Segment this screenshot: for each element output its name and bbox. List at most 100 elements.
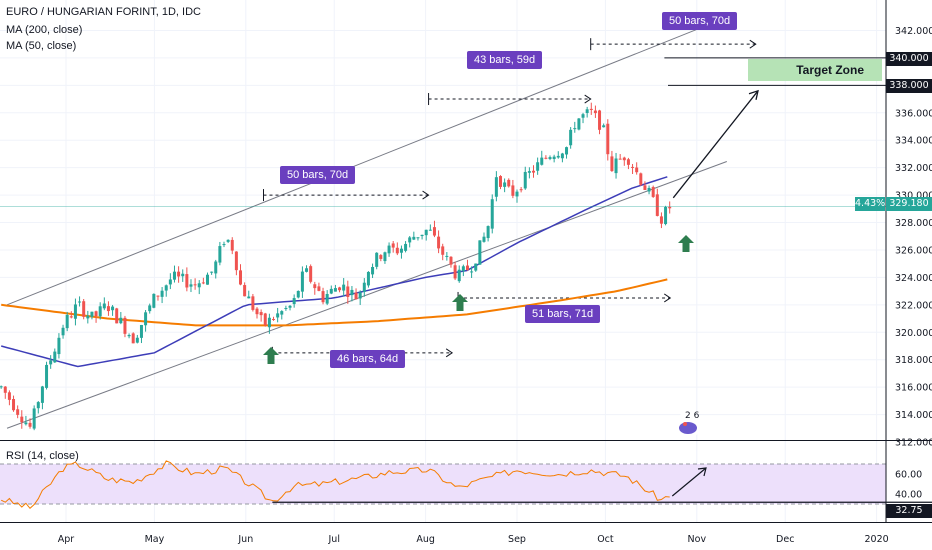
candle-body [408,237,412,243]
candle-body [610,156,614,172]
candle-body [659,216,663,224]
target-zone-label: Target Zone [796,63,864,77]
grid [0,0,886,522]
candle-body [346,286,350,297]
candle-body [61,327,65,336]
candle-body [309,266,313,282]
candle-body [655,194,659,216]
candle-body [98,306,102,317]
candle-body [589,108,593,110]
candle-body [643,185,647,190]
candle-body [243,285,247,297]
candle-body [399,248,403,253]
price-channel [6,16,727,429]
target-bottom-price-label: 338.000 [886,79,932,93]
candle-body [416,237,420,239]
candle-body [82,301,86,317]
up-arrow-icon [452,294,468,311]
candle-body [507,179,511,187]
candle-body [296,290,300,298]
candle-body [20,416,24,423]
candle-body [325,293,329,304]
target-zone[interactable]: Target Zone [748,59,882,81]
ma200-legend: MA (200, close) [6,24,83,36]
candle-body [73,304,77,319]
candle-body [214,261,218,274]
symbol-title: EURO / HUNGARIAN FORINT, 1D, IDC [6,6,201,18]
candle-body [560,153,564,159]
candle-body [119,317,123,324]
candle-body [598,110,602,130]
measure-label-4[interactable]: 46 bars, 64d [330,350,406,368]
time-tick-label: Sep [508,534,526,545]
candle-body [437,236,441,249]
candle-body [494,177,498,197]
price-tick-label: 318.000 [895,355,932,366]
candle-body [152,293,156,308]
candle-body [593,110,597,114]
candle-body [556,155,560,158]
candle-body [284,308,288,310]
candle-body [139,324,143,338]
candle-body [148,305,152,312]
candle-body [375,252,379,267]
candle-body [57,337,61,355]
candle-body [532,170,536,173]
candle-body [218,246,222,263]
candle-body [639,173,643,185]
candle-body [32,408,36,429]
measure-label-3[interactable]: 50 bars, 70d [662,12,738,30]
candle-body [156,295,160,297]
measure-label-2[interactable]: 43 bars, 59d [467,51,543,69]
candle-body [172,271,176,280]
candle-body [577,118,581,130]
candle-body [647,187,651,192]
candle-body [523,171,527,189]
candle-body [160,290,164,297]
price-tick-label: 332.000 [895,163,932,174]
up-arrow-icon [678,235,694,252]
price-tick-label: 312.000 [895,438,932,449]
measure-label-5[interactable]: 51 bars, 71d [525,305,601,323]
candle-body [470,271,474,273]
rsi-line [0,460,670,510]
candle-body [24,422,28,425]
candle-body [329,288,333,294]
candle-body [305,268,309,272]
projection-arrowhead [748,89,759,100]
candle-body [391,243,395,248]
candle-body [498,176,502,187]
candle-body [280,311,284,315]
candle-body [424,229,428,236]
candle-body [428,229,432,231]
candle-body [36,402,40,409]
candle-body [276,313,280,318]
measure-label-1[interactable]: 50 bars, 70d [280,166,356,184]
candle-body [193,284,197,286]
candle-body [606,123,610,155]
candle-body [94,311,98,317]
candle-body [210,271,214,273]
projection-arrow [672,90,759,199]
candle-body [267,317,271,328]
candle-body [16,409,20,415]
current-change-label: 4.43% [855,197,886,211]
candle-body [259,312,263,316]
candle-body [65,314,69,329]
candle-body [205,274,209,285]
price-tick-label: 326.000 [895,245,932,256]
candle-body [486,226,490,239]
candle-body [432,227,436,236]
ma50-legend: MA (50, close) [6,40,77,52]
candle-body [181,273,185,277]
current-price-label: 329.180 [886,197,932,211]
candle-body [379,255,383,259]
candle-body [131,333,135,344]
candle-body [474,263,478,271]
ma50-path [1,176,668,368]
candle-body [420,234,424,237]
price-tick-label: 322.000 [895,300,932,311]
candle-body [618,158,622,160]
